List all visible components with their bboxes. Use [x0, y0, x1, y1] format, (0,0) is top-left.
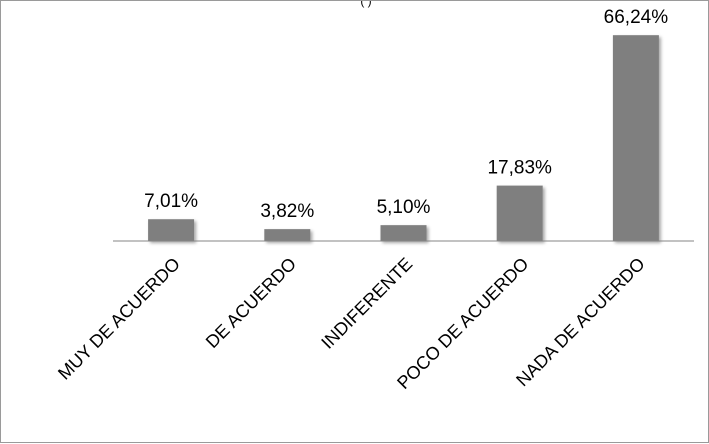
- bar-2: [264, 229, 311, 241]
- data-label-4: 17,83%: [487, 158, 552, 179]
- x-tick-label-1: MUY DE ACUERDO: [54, 254, 184, 384]
- data-label-3: 5,10%: [377, 197, 431, 218]
- x-tick-label-2: DE ACUERDO: [202, 254, 300, 352]
- bar-5: [612, 35, 659, 241]
- data-labels-group: 7,01% 3,82% 5,10% 17,83% 66,24%: [144, 7, 668, 222]
- bar-3: [380, 225, 427, 241]
- x-tick-labels-group: MUY DE ACUERDO DE ACUERDO INDIFERENTEPOCO …: [54, 254, 649, 393]
- top-note: ( ): [360, 1, 371, 8]
- bar-4: [496, 185, 543, 241]
- data-label-5: 66,24%: [604, 7, 669, 28]
- data-label-1: 7,01%: [144, 191, 198, 212]
- bars-group: [148, 35, 659, 241]
- data-label-2: 3,82%: [260, 201, 314, 222]
- x-tick-label-3: INDIFERENTE: [317, 254, 416, 353]
- bar-1: [148, 219, 195, 241]
- x-tick-label-4: POCO DE ACUERDO: [393, 254, 532, 393]
- x-tick-label-5: NADA DE ACUERDO: [512, 254, 649, 391]
